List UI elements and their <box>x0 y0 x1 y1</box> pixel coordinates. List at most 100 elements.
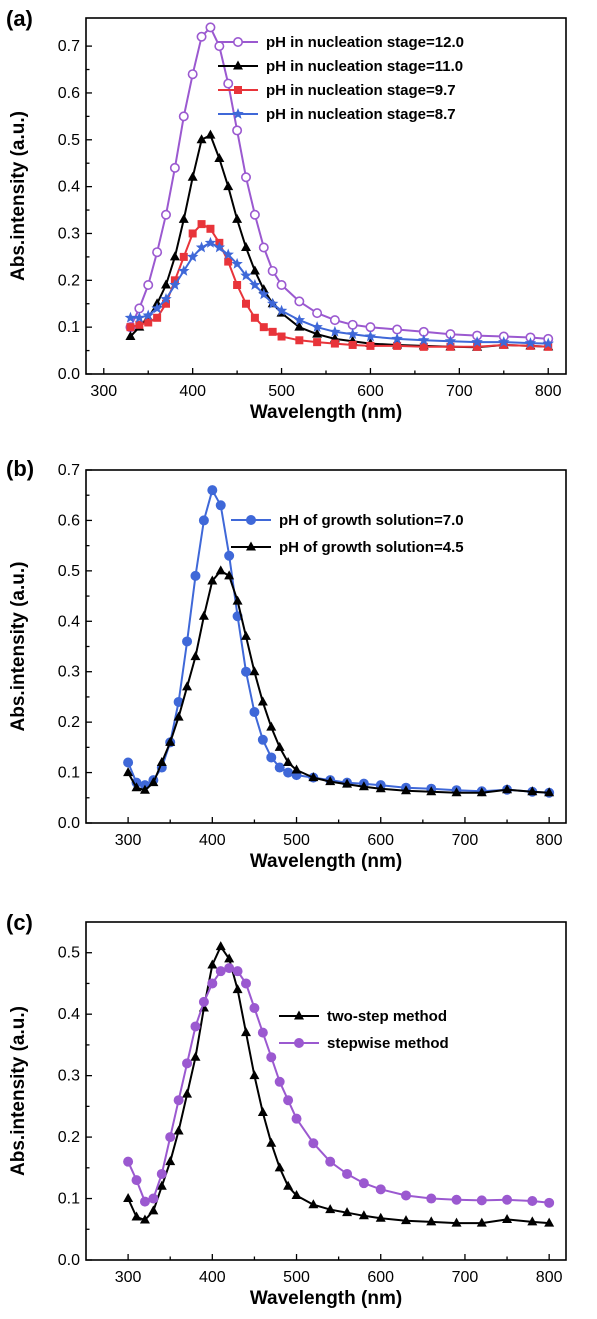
data-point <box>294 296 305 307</box>
data-point <box>291 764 302 774</box>
x-tick-label: 400 <box>199 1269 226 1286</box>
data-point <box>527 786 538 796</box>
data-point <box>358 1210 369 1220</box>
legend-label: pH in nucleation stage=12.0 <box>266 34 464 51</box>
data-point <box>259 323 268 332</box>
data-point <box>240 269 252 281</box>
data-point <box>204 236 217 248</box>
data-point <box>198 610 209 620</box>
data-point <box>476 1195 487 1206</box>
data-point <box>190 570 201 581</box>
data-point <box>451 1217 462 1227</box>
data-point <box>123 757 134 768</box>
data-point <box>250 313 259 322</box>
data-point <box>358 781 369 791</box>
data-point <box>276 279 287 290</box>
data-point <box>241 1027 251 1037</box>
data-point <box>444 335 457 347</box>
data-point <box>274 1076 285 1087</box>
data-point <box>231 257 243 269</box>
data-point <box>196 31 207 42</box>
data-point <box>224 257 233 266</box>
y-axis-title: Abs.intensity (a.u.) <box>8 1006 29 1176</box>
data-point <box>393 341 402 350</box>
legend-entry: pH in nucleation stage=9.7 <box>218 82 456 99</box>
series-0 <box>123 485 555 798</box>
data-point <box>325 1204 336 1214</box>
data-point <box>347 319 358 330</box>
data-point <box>169 279 181 290</box>
data-point <box>139 1214 150 1224</box>
data-point <box>241 630 251 640</box>
legend-marker <box>246 515 256 525</box>
data-point <box>156 756 167 766</box>
data-point <box>223 181 234 191</box>
data-point <box>182 681 193 691</box>
data-point <box>392 324 403 335</box>
data-point <box>242 299 250 308</box>
x-tick-label: 600 <box>357 383 384 400</box>
data-point <box>325 1156 336 1167</box>
y-tick-label: 0.2 <box>58 714 80 731</box>
data-point <box>156 1180 167 1190</box>
data-point <box>527 1196 538 1207</box>
data-point <box>224 570 235 580</box>
data-point <box>274 741 285 751</box>
y-axis-title: Abs.intensity (a.u.) <box>8 562 29 732</box>
data-point <box>544 342 553 351</box>
series-1 <box>123 565 555 797</box>
y-tick-label: 0.7 <box>58 38 80 55</box>
y-tick-label: 0.2 <box>58 272 80 289</box>
data-point <box>131 782 142 792</box>
data-point <box>249 666 260 676</box>
data-point <box>312 308 323 319</box>
data-point <box>426 786 437 796</box>
data-point <box>148 1193 159 1204</box>
data-point <box>198 996 209 1007</box>
data-point <box>123 1193 134 1203</box>
data-point <box>330 339 339 348</box>
data-point <box>197 220 206 229</box>
data-point <box>160 293 172 304</box>
data-point <box>148 777 159 787</box>
data-point <box>232 213 243 223</box>
data-point <box>451 1194 462 1205</box>
x-tick-label: 600 <box>367 1269 394 1286</box>
legend-label: pH of growth solution=4.5 <box>279 539 464 556</box>
data-point <box>198 515 209 526</box>
x-tick-label: 700 <box>452 832 479 849</box>
data-point <box>215 500 226 511</box>
x-axis-title: Wavelength (nm) <box>250 851 402 872</box>
data-point <box>249 1070 260 1080</box>
data-point <box>178 213 189 223</box>
legend-label: two-step method <box>327 1008 447 1025</box>
data-point <box>215 941 226 951</box>
x-tick-label: 800 <box>535 383 562 400</box>
data-point <box>419 342 428 351</box>
data-point <box>241 978 251 989</box>
data-point <box>266 1052 277 1063</box>
data-point <box>190 1051 201 1061</box>
data-point <box>232 966 243 977</box>
data-point <box>268 327 277 336</box>
panel-a: (a) 300 400 500 600 700 800 0.0 0.1 0.2 0.3 0.4 0.5 0… <box>6 6 567 423</box>
data-point <box>266 1137 277 1147</box>
series-0 <box>123 941 555 1227</box>
data-point <box>224 550 235 561</box>
legend-marker <box>246 541 256 551</box>
data-point <box>139 1196 150 1207</box>
data-point <box>313 338 322 347</box>
data-point <box>266 721 277 731</box>
data-point <box>124 311 137 323</box>
series-line <box>129 134 549 349</box>
data-point <box>241 666 251 677</box>
x-axis-title: Wavelength (nm) <box>250 402 402 423</box>
data-point <box>162 299 170 308</box>
data-point <box>214 153 225 163</box>
panel-c: (c) 300 400 500 600 700 800 0.0 0.1 0.2 0.3 0.4 0.5 W… <box>6 910 567 1309</box>
data-point <box>224 963 235 974</box>
data-point <box>401 785 411 795</box>
data-point <box>544 787 555 797</box>
data-point <box>348 340 357 349</box>
